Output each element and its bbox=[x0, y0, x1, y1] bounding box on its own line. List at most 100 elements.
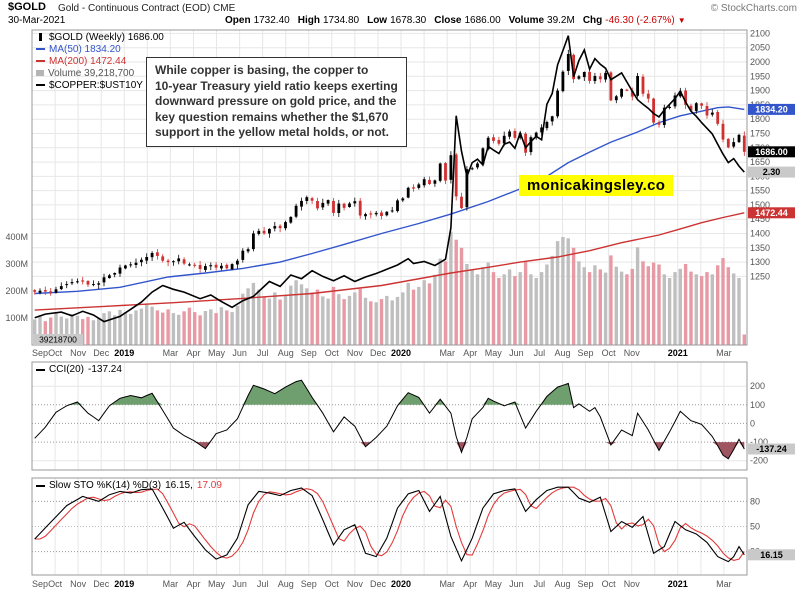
svg-text:Jul: Jul bbox=[257, 348, 269, 358]
svg-text:Oct: Oct bbox=[48, 348, 63, 358]
svg-text:2.30: 2.30 bbox=[763, 167, 781, 177]
svg-text:Mar: Mar bbox=[716, 348, 732, 358]
volume-bars-icon bbox=[36, 70, 44, 76]
svg-text:Dec: Dec bbox=[93, 579, 110, 589]
svg-text:2019: 2019 bbox=[114, 579, 134, 589]
svg-text:2100: 2100 bbox=[750, 28, 770, 38]
svg-text:Mar: Mar bbox=[163, 579, 179, 589]
svg-text:Apr: Apr bbox=[463, 348, 477, 358]
svg-text:Nov: Nov bbox=[347, 579, 364, 589]
ma50-last-value-box: 1834.20 bbox=[748, 103, 795, 115]
svg-text:1400: 1400 bbox=[750, 229, 770, 239]
watermark: monicakingsley.co bbox=[519, 175, 674, 196]
sto-panel-border bbox=[31, 477, 748, 576]
svg-text:Apr: Apr bbox=[186, 348, 200, 358]
svg-text:1500: 1500 bbox=[750, 200, 770, 210]
quote-open-value: 1732.40 bbox=[253, 15, 290, 26]
svg-text:Mar: Mar bbox=[439, 579, 455, 589]
cci-legend-value: -137.24 bbox=[88, 364, 122, 375]
quote-high-value: 1734.80 bbox=[322, 15, 360, 26]
svg-text:200M: 200M bbox=[5, 286, 28, 296]
svg-text:Jun: Jun bbox=[232, 348, 247, 358]
quote-open-label: Open bbox=[225, 15, 251, 26]
svg-text:2020: 2020 bbox=[391, 348, 411, 358]
quote-chg-value: -46.30 (-2.67%) bbox=[605, 15, 675, 26]
ma50-legend: MA(50) 1834.20 bbox=[36, 43, 121, 55]
svg-text:Nov: Nov bbox=[70, 579, 87, 589]
volume-bars bbox=[33, 231, 746, 346]
svg-text:Sep: Sep bbox=[577, 579, 593, 589]
svg-text:1350: 1350 bbox=[750, 243, 770, 253]
quote-date: 30-Mar-2021 bbox=[8, 15, 66, 26]
svg-text:16.15: 16.15 bbox=[760, 550, 783, 560]
copper-ratio-last-value-box: 2.30 bbox=[748, 166, 795, 178]
svg-text:May: May bbox=[208, 348, 226, 358]
svg-text:1750: 1750 bbox=[750, 129, 770, 139]
copper-ratio-line-icon bbox=[36, 84, 45, 86]
close-last-value-box: 1686.00 bbox=[748, 146, 795, 158]
svg-text:Nov: Nov bbox=[624, 348, 641, 358]
svg-text:1550: 1550 bbox=[750, 186, 770, 196]
svg-text:1800: 1800 bbox=[750, 114, 770, 124]
svg-text:Dec: Dec bbox=[370, 348, 387, 358]
ma200-legend: MA(200) 1472.44 bbox=[36, 55, 126, 67]
svg-text:39218700: 39218700 bbox=[39, 335, 77, 345]
svg-text:300M: 300M bbox=[5, 259, 28, 269]
ma50-legend-label: MA(50) 1834.20 bbox=[49, 43, 121, 55]
sto-last-value-box: 16.15 bbox=[748, 549, 795, 561]
svg-text:Oct: Oct bbox=[602, 579, 617, 589]
copper-ratio-legend-label: $COPPER:$UST10Y bbox=[49, 79, 143, 91]
svg-text:Oct: Oct bbox=[325, 579, 340, 589]
quote-high-label: High bbox=[297, 15, 320, 26]
svg-text:-200: -200 bbox=[750, 456, 768, 466]
svg-text:Aug: Aug bbox=[278, 579, 294, 589]
svg-text:1686.00: 1686.00 bbox=[755, 147, 788, 157]
cci-panel-border bbox=[31, 361, 748, 471]
svg-text:Nov: Nov bbox=[624, 579, 641, 589]
svg-text:2050: 2050 bbox=[750, 43, 770, 53]
cci-legend: CCI(20) -137.24 bbox=[36, 364, 122, 375]
svg-text:Apr: Apr bbox=[463, 579, 477, 589]
quote-chg-arrow: ▼ bbox=[677, 16, 686, 25]
symbol-title: $GOLD bbox=[8, 1, 46, 13]
ma200-legend-label: MA(200) 1472.44 bbox=[49, 55, 127, 67]
svg-text:Aug: Aug bbox=[554, 579, 570, 589]
ma50-line bbox=[34, 106, 745, 295]
svg-text:1650: 1650 bbox=[750, 157, 770, 167]
svg-text:0: 0 bbox=[750, 418, 755, 428]
gold-series-legend-label: $GOLD (Weekly) 1686.00 bbox=[49, 31, 164, 43]
month-axis-labels-top: Sep Oct Nov Dec 2019 Mar Apr May Jun Jul Aug Sep Oct… bbox=[32, 348, 732, 358]
quote-low-label: Low bbox=[367, 15, 388, 26]
svg-text:200: 200 bbox=[750, 381, 765, 391]
svg-text:2019: 2019 bbox=[114, 348, 134, 358]
sto-legend-title: Slow STO %K(14) %D(3) bbox=[49, 480, 162, 491]
svg-text:1300: 1300 bbox=[750, 257, 770, 267]
svg-text:50: 50 bbox=[750, 522, 760, 532]
svg-text:Dec: Dec bbox=[370, 579, 387, 589]
svg-text:Jun: Jun bbox=[232, 579, 247, 589]
svg-text:Nov: Nov bbox=[347, 348, 364, 358]
svg-text:Sep: Sep bbox=[301, 579, 317, 589]
candlesticks bbox=[33, 49, 746, 296]
volume-legend-label: Volume 39,218,700 bbox=[48, 67, 135, 79]
svg-text:Mar: Mar bbox=[163, 348, 179, 358]
sto-k-value: 16.15, bbox=[165, 480, 193, 491]
sto-k-line bbox=[34, 486, 745, 563]
quote-close-label: Close bbox=[434, 15, 462, 26]
svg-text:100: 100 bbox=[750, 400, 765, 410]
gold-series-legend: $GOLD (Weekly) 1686.00 bbox=[36, 31, 164, 43]
svg-text:Nov: Nov bbox=[70, 348, 87, 358]
svg-text:Apr: Apr bbox=[186, 579, 200, 589]
svg-text:400M: 400M bbox=[5, 232, 28, 242]
ma200-last-value-box: 1472.44 bbox=[748, 207, 795, 219]
svg-text:-100: -100 bbox=[750, 437, 768, 447]
ma200-line-icon bbox=[36, 60, 45, 62]
sto-line-icon bbox=[36, 484, 45, 487]
cci-panel-chart: 200 100 0 -100 -200 -137.24 bbox=[31, 361, 795, 471]
svg-text:1472.44: 1472.44 bbox=[755, 208, 788, 218]
sto-d-line bbox=[34, 486, 745, 561]
ma50-line-icon bbox=[36, 48, 45, 50]
sto-grid bbox=[32, 478, 747, 575]
svg-text:Mar: Mar bbox=[439, 348, 455, 358]
